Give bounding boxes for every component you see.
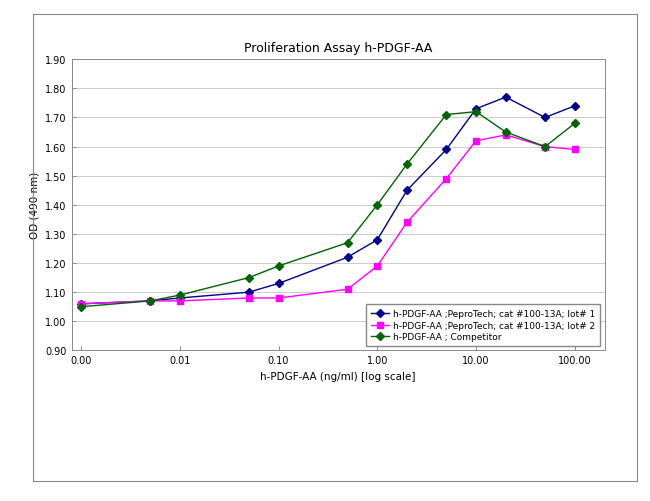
Line: h-PDGF-AA ;PeproTech; cat #100-13A; lot# 1: h-PDGF-AA ;PeproTech; cat #100-13A; lot#…: [78, 95, 578, 307]
h-PDGF-AA ; Competitor: [571, 121, 578, 127]
Line: h-PDGF-AA ;PeproTech; cat #100-13A; lot# 2: h-PDGF-AA ;PeproTech; cat #100-13A; lot#…: [78, 133, 578, 307]
h-PDGF-AA ;PeproTech; cat #100-13A; lot# 2: [245, 296, 253, 302]
h-PDGF-AA ;PeproTech; cat #100-13A; lot# 2: [403, 220, 411, 226]
h-PDGF-AA ;PeproTech; cat #100-13A; lot# 2: [344, 287, 352, 293]
h-PDGF-AA ;PeproTech; cat #100-13A; lot# 2: [502, 133, 510, 139]
h-PDGF-AA ;PeproTech; cat #100-13A; lot# 1: [443, 147, 450, 153]
h-PDGF-AA ;PeproTech; cat #100-13A; lot# 1: [77, 301, 85, 307]
h-PDGF-AA ;PeproTech; cat #100-13A; lot# 2: [77, 301, 85, 307]
h-PDGF-AA ;PeproTech; cat #100-13A; lot# 2: [571, 147, 578, 153]
h-PDGF-AA ;PeproTech; cat #100-13A; lot# 2: [146, 298, 154, 304]
h-PDGF-AA ;PeproTech; cat #100-13A; lot# 1: [373, 237, 381, 243]
h-PDGF-AA ;PeproTech; cat #100-13A; lot# 2: [472, 138, 480, 144]
h-PDGF-AA ; Competitor: [403, 162, 411, 168]
h-PDGF-AA ; Competitor: [344, 240, 352, 246]
h-PDGF-AA ;PeproTech; cat #100-13A; lot# 1: [472, 107, 480, 113]
h-PDGF-AA ;PeproTech; cat #100-13A; lot# 2: [373, 264, 381, 270]
h-PDGF-AA ;PeproTech; cat #100-13A; lot# 2: [541, 144, 549, 150]
h-PDGF-AA ; Competitor: [373, 202, 381, 208]
h-PDGF-AA ; Competitor: [502, 130, 510, 136]
h-PDGF-AA ;PeproTech; cat #100-13A; lot# 1: [541, 115, 549, 121]
h-PDGF-AA ; Competitor: [275, 264, 283, 270]
h-PDGF-AA ; Competitor: [245, 275, 253, 281]
h-PDGF-AA ; Competitor: [472, 109, 480, 115]
h-PDGF-AA ; Competitor: [77, 304, 85, 310]
h-PDGF-AA ;PeproTech; cat #100-13A; lot# 2: [443, 176, 450, 182]
h-PDGF-AA ;PeproTech; cat #100-13A; lot# 2: [176, 298, 184, 304]
h-PDGF-AA ;PeproTech; cat #100-13A; lot# 1: [403, 188, 411, 194]
h-PDGF-AA ; Competitor: [176, 293, 184, 299]
Y-axis label: OD (490 nm): OD (490 nm): [30, 172, 40, 239]
Legend: h-PDGF-AA ;PeproTech; cat #100-13A; lot# 1, h-PDGF-AA ;PeproTech; cat #100-13A; : h-PDGF-AA ;PeproTech; cat #100-13A; lot#…: [366, 305, 600, 346]
h-PDGF-AA ; Competitor: [146, 298, 154, 304]
h-PDGF-AA ;PeproTech; cat #100-13A; lot# 1: [502, 95, 510, 101]
Title: Proliferation Assay h-PDGF-AA: Proliferation Assay h-PDGF-AA: [244, 42, 432, 55]
h-PDGF-AA ;PeproTech; cat #100-13A; lot# 1: [344, 255, 352, 261]
h-PDGF-AA ;PeproTech; cat #100-13A; lot# 1: [245, 290, 253, 296]
h-PDGF-AA ;PeproTech; cat #100-13A; lot# 1: [146, 298, 154, 304]
h-PDGF-AA ;PeproTech; cat #100-13A; lot# 2: [275, 296, 283, 302]
h-PDGF-AA ; Competitor: [541, 144, 549, 150]
h-PDGF-AA ;PeproTech; cat #100-13A; lot# 1: [275, 281, 283, 287]
h-PDGF-AA ;PeproTech; cat #100-13A; lot# 1: [176, 296, 184, 302]
X-axis label: h-PDGF-AA (ng/ml) [log scale]: h-PDGF-AA (ng/ml) [log scale]: [260, 371, 416, 381]
h-PDGF-AA ; Competitor: [443, 112, 450, 118]
Line: h-PDGF-AA ; Competitor: h-PDGF-AA ; Competitor: [78, 110, 578, 310]
h-PDGF-AA ;PeproTech; cat #100-13A; lot# 1: [571, 104, 578, 110]
